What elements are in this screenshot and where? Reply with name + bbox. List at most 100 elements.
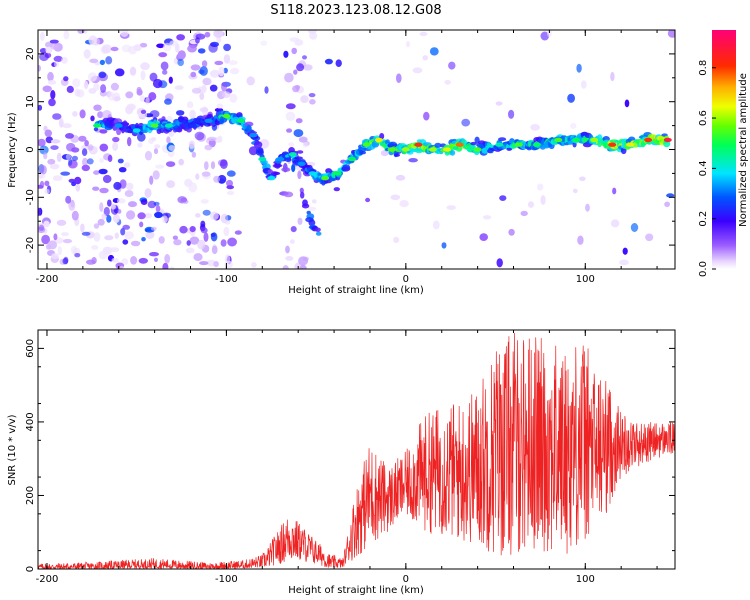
noise-speckle: [81, 164, 91, 172]
noise-speckle: [202, 77, 212, 86]
noise-speckle: [193, 253, 203, 262]
noise-speckle: [190, 64, 201, 71]
noise-speckle: [166, 180, 176, 189]
noise-speckle: [204, 31, 211, 38]
signal-peak: [308, 171, 317, 176]
signal-peak: [443, 147, 452, 152]
noise-speckle: [169, 40, 179, 47]
snr-ytick-label: 200: [25, 486, 36, 505]
snr-ytick-label: 0: [25, 566, 36, 572]
noise-speckle: [75, 183, 81, 192]
noise-speckle: [107, 199, 112, 207]
noise-speckle: [281, 167, 291, 172]
noise-speckle: [406, 41, 410, 48]
signal-mark: [288, 147, 295, 154]
noise-speckle: [197, 48, 206, 54]
signal-mark: [469, 144, 476, 149]
signal-peak: [267, 176, 276, 181]
noise-speckle: [448, 61, 456, 70]
signal-mark: [498, 137, 507, 142]
noise-speckle: [286, 128, 293, 133]
noise-speckle: [44, 129, 52, 137]
noise-speckle: [93, 232, 101, 242]
noise-speckle: [546, 30, 552, 38]
noise-speckle: [152, 170, 160, 180]
noise-speckle: [298, 256, 309, 266]
colorbar-tick-label: 0.0: [698, 261, 709, 277]
noise-speckle: [667, 30, 675, 38]
noise-speckle: [537, 183, 544, 191]
noise-speckle: [113, 181, 122, 190]
noise-speckle: [169, 266, 175, 269]
snr-panel: -200 -100 0 100 0 200 400 600 Height of straigh…: [7, 329, 676, 596]
noise-speckle: [140, 70, 146, 81]
signal-mark: [315, 227, 321, 233]
noise-speckle: [390, 194, 401, 201]
noise-speckle: [189, 226, 196, 233]
noise-speckle: [117, 158, 124, 164]
noise-speckle: [56, 219, 67, 226]
noise-speckle: [527, 201, 535, 208]
noise-speckle: [220, 239, 227, 247]
noise-speckle: [302, 55, 307, 60]
noise-speckle: [209, 69, 220, 78]
spectrogram-xlabel: Height of straight line (km): [288, 285, 424, 296]
noise-speckle: [112, 142, 119, 151]
noise-speckle: [61, 232, 69, 237]
noise-speckle: [213, 30, 224, 38]
noise-speckle: [422, 55, 429, 61]
noise-speckle: [127, 136, 132, 147]
noise-speckle: [162, 262, 169, 269]
noise-speckle: [288, 142, 295, 147]
noise-speckle: [177, 50, 186, 60]
noise-speckle: [144, 213, 153, 219]
noise-speckle: [204, 144, 213, 151]
noise-speckle: [87, 72, 98, 82]
noise-speckle: [110, 82, 119, 91]
signal-mark: [315, 231, 322, 236]
noise-speckle: [39, 48, 47, 54]
noise-speckle: [226, 170, 236, 177]
noise-speckle: [226, 179, 233, 187]
noise-speckle: [77, 30, 85, 34]
noise-speckle: [98, 71, 107, 79]
noise-speckle: [71, 181, 77, 187]
noise-speckle: [184, 178, 193, 187]
signal-peak: [495, 142, 504, 147]
signal-peak: [663, 137, 672, 143]
noise-speckle: [530, 124, 540, 131]
noise-speckle: [63, 238, 72, 244]
noise-speckle: [113, 214, 120, 223]
noise-speckle: [495, 101, 503, 106]
noise-speckle: [199, 92, 205, 101]
noise-speckle: [162, 215, 168, 224]
signal-mark: [293, 69, 298, 75]
noise-speckle: [214, 60, 224, 66]
signal-mark: [257, 147, 264, 154]
signal-mark: [342, 164, 351, 170]
noise-speckle: [122, 239, 129, 245]
signal-peak: [93, 123, 102, 128]
snr-ytick-label: 600: [25, 339, 36, 358]
noise-speckle: [72, 111, 78, 117]
noise-speckle: [124, 231, 134, 240]
noise-speckle: [579, 176, 586, 182]
noise-speckle: [168, 145, 176, 151]
noise-speckle: [298, 136, 308, 143]
noise-speckle: [213, 261, 219, 268]
noise-speckle: [121, 44, 132, 53]
noise-speckle: [160, 61, 169, 71]
noise-speckle: [40, 31, 45, 41]
noise-speckle: [419, 31, 428, 37]
spectrogram-ylabel: Frequency (Hz): [7, 112, 18, 188]
noise-speckle: [105, 56, 113, 65]
noise-speckle: [87, 144, 94, 151]
signal-peak: [297, 161, 306, 166]
signal-mark: [291, 47, 298, 55]
noise-speckle: [65, 195, 72, 204]
noise-speckle: [42, 85, 52, 93]
signal-mark: [308, 219, 316, 227]
noise-speckle: [82, 157, 88, 167]
noise-speckle: [153, 148, 159, 155]
noise-speckle: [441, 242, 447, 249]
